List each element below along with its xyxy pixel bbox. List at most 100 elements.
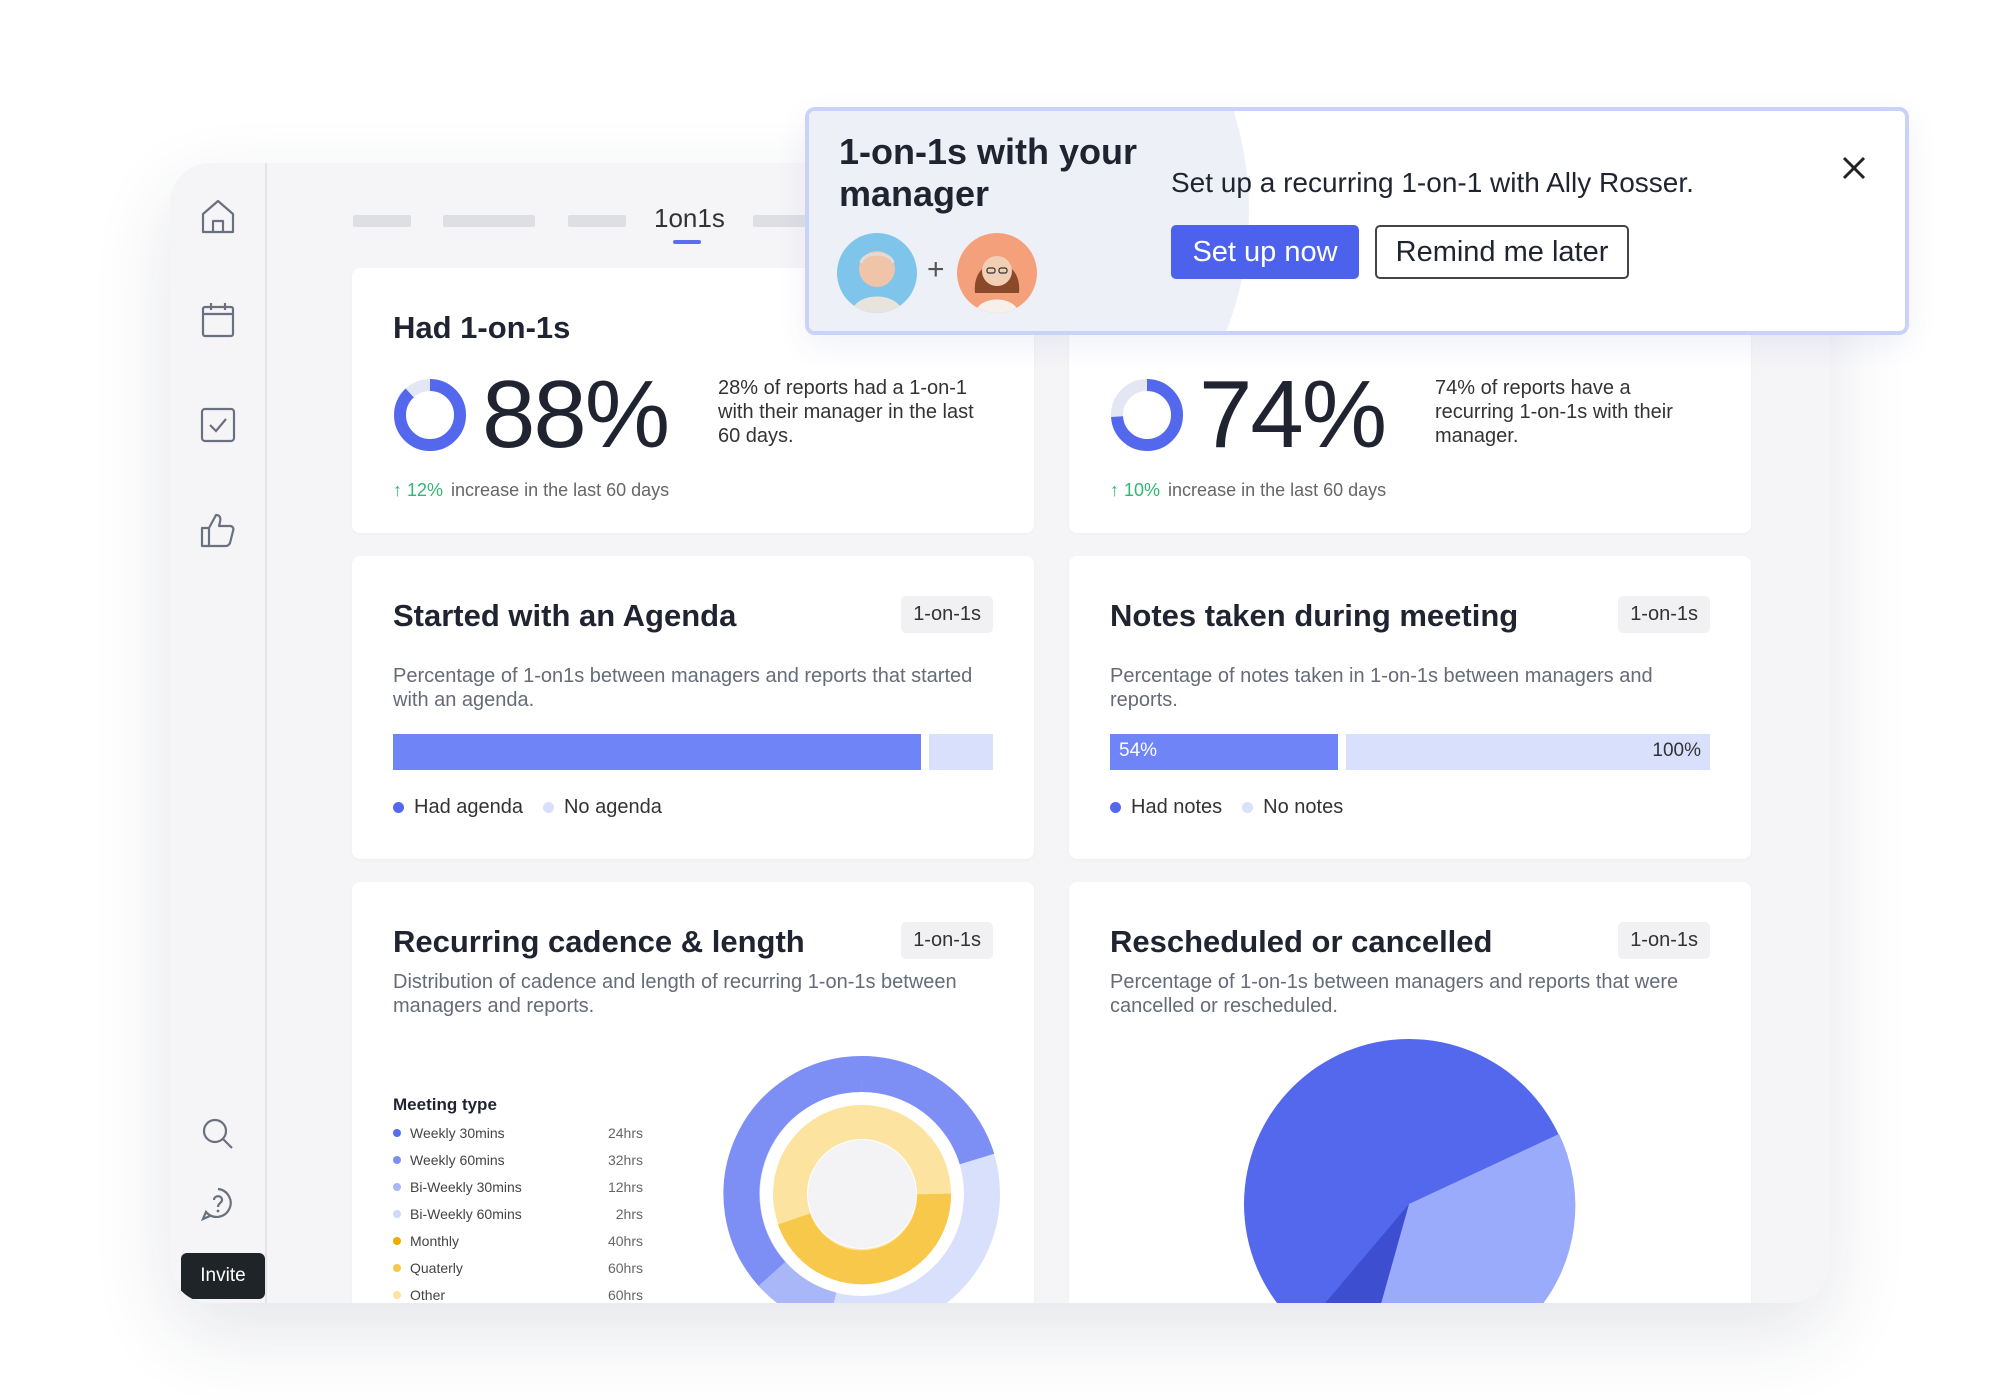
legend-dot [393,1156,401,1164]
tab-placeholder[interactable] [568,215,626,227]
sunburst-outer-ring [723,1055,1000,1303]
card-description: Percentage of 1-on1s between managers an… [393,665,973,711]
category-badge[interactable]: 1-on-1s [1618,922,1710,959]
legend-dot [393,802,404,813]
sunburst-segment [723,1055,863,1286]
meeting-type-label: Weekly 60mins [410,1152,505,1168]
had-donut-chart [394,379,466,451]
meeting-type-row: Quaterly 60hrs [393,1260,643,1276]
calendar-icon[interactable] [197,299,239,341]
meeting-type-label: Other [410,1287,446,1303]
cadence-sunburst-chart [723,1055,1000,1303]
card-title: Rescheduled or cancelled [1110,924,1493,959]
sunburst-center [808,1140,916,1248]
notes-total-label: 100% [1652,740,1701,761]
agenda-card: Started with an Agenda 1-on-1s Percentag… [352,556,1034,859]
meeting-type-hours: 60hrs [607,1287,643,1303]
arrow-up-icon: ↑ 12% [393,480,444,500]
meeting-type-row: Other 60hrs [393,1287,643,1303]
rescheduled-pie-chart [1244,1039,1576,1303]
meeting-type-hours: 2hrs [615,1206,643,1222]
agenda-legend: Had agenda No agenda [393,796,662,819]
meeting-type-label: Quaterly [410,1260,463,1276]
meeting-type-hours: 32hrs [607,1152,643,1168]
legend-label: No notes [1263,796,1344,818]
notes-fill-label: 54% [1119,740,1158,761]
recurring-donut-arc [1111,379,1183,451]
meeting-type-row: Bi-Weekly 30mins 12hrs [393,1179,643,1195]
set-up-now-button[interactable]: Set up now [1171,225,1359,279]
plus-icon: + [927,253,945,286]
tab-placeholder[interactable] [753,215,813,227]
popup-message: Set up a recurring 1-on-1 with Ally Ross… [1171,167,1694,198]
recurring-description: 74% of reports have a recurring 1-on-1s … [1435,377,1673,447]
category-badge[interactable]: 1-on-1s [901,596,993,633]
had-notes-bar [1110,734,1338,770]
invite-button[interactable]: Invite [181,1253,265,1299]
search-icon[interactable] [197,1113,239,1155]
had-description: 28% of reports had a 1-on-1 with their m… [718,377,974,447]
rescheduled-card: Rescheduled or cancelled 1-on-1s Percent… [1069,882,1751,1303]
card-description: Distribution of cadence and length of re… [393,971,957,1017]
meeting-type-hours: 60hrs [607,1260,643,1276]
legend-dot [1242,802,1254,813]
category-badge[interactable]: 1-on-1s [901,922,993,959]
legend-dot [393,1237,401,1245]
tab-placeholder[interactable] [353,215,411,227]
legend-dot [393,1210,401,1218]
category-badge[interactable]: 1-on-1s [1618,596,1710,633]
arrow-up-icon: ↑ 10% [1110,480,1161,500]
had-increase-value: 12% [407,480,444,500]
active-tab-indicator [673,240,701,244]
sunburst-segment [758,1261,837,1303]
recurring-increase: ↑ 10% increase in the last 60 days [1110,480,1386,501]
had-donut-arc [394,379,466,451]
sunburst-inner-ring [773,1105,952,1285]
pie-slice [1381,1134,1576,1303]
tab-placeholder[interactable] [443,215,535,227]
legend-label: No agenda [563,796,662,818]
card-title: Started with an Agenda [393,598,737,633]
meeting-type-label: Monthly [410,1233,460,1249]
legend-dot [393,1183,401,1191]
sunburst-segment [777,1193,952,1285]
meeting-type-hours: 12hrs [607,1179,643,1195]
remind-me-later-button[interactable]: Remind me later [1375,225,1629,279]
legend-dot [393,1129,401,1137]
sidebar: Invite [170,163,267,1303]
popup-title: 1-on-1s with your manager [839,131,1138,214]
report-avatar [957,233,1037,313]
card-description: Percentage of notes taken in 1-on-1s bet… [1110,665,1653,711]
meeting-type-hours: 24hrs [607,1125,643,1141]
legend-dot [393,1291,401,1299]
thumbs-up-icon[interactable] [197,509,239,551]
no-agenda-bar [929,734,993,770]
legend-dot [393,1264,401,1272]
recurring-percent-value: 74% [1199,361,1387,468]
close-icon[interactable] [1839,153,1869,183]
meeting-type-hours: 40hrs [607,1233,643,1249]
legend-dot [1110,802,1121,813]
cadence-card: Recurring cadence & length 1-on-1s Distr… [352,882,1034,1303]
meeting-type-row: Weekly 30mins 24hrs [393,1125,643,1141]
checkbox-icon[interactable] [197,404,239,446]
home-icon[interactable] [197,195,239,237]
had-increase: ↑ 12% increase in the last 60 days [393,480,669,501]
meeting-type-row: Weekly 60mins 32hrs [393,1152,643,1168]
notes-card: Notes taken during meeting 1-on-1s Perce… [1069,556,1751,859]
had-agenda-bar [393,734,921,770]
legend-label: Had agenda [414,796,523,818]
legend-dot [542,802,554,813]
legend-label: Had notes [1131,796,1223,818]
app-window: Invite 1on1s Had 1-on-1s 88% 28% of repo… [170,163,1830,1303]
help-icon[interactable] [197,1183,239,1225]
had-increase-text: increase in the last 60 days [451,480,670,500]
notes-legend: Had notes No notes [1110,796,1343,819]
meeting-type-row: Monthly 40hrs [393,1233,643,1249]
card-title: Recurring cadence & length [393,924,805,959]
meeting-type-title: Meeting type [393,1095,497,1114]
no-notes-bar [1346,734,1710,770]
setup-1on1-popup: 1-on-1s with your manager + Set up a rec… [805,107,1909,335]
card-description: Percentage of 1-on-1s between managers a… [1110,971,1679,1017]
tab-1on1s[interactable]: 1on1s [654,203,725,233]
